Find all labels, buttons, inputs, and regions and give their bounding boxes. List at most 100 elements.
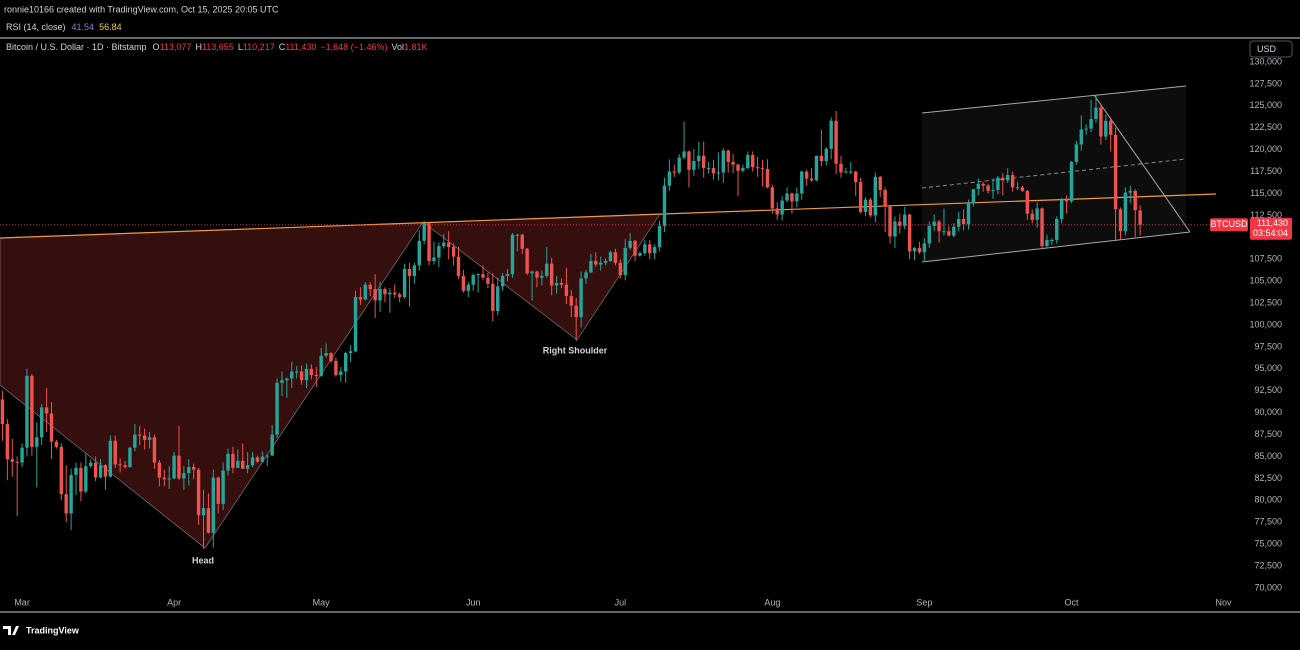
candle-body	[540, 275, 544, 278]
candle-body	[500, 275, 505, 287]
candle-body	[858, 182, 863, 212]
candle-body	[554, 282, 559, 286]
x-tick-label: Oct	[1064, 597, 1079, 607]
candle-body	[54, 441, 59, 447]
candle-body	[947, 231, 951, 236]
candle-body	[64, 494, 68, 514]
y-tick-label: 117,500	[1250, 166, 1282, 176]
candle-body	[187, 467, 191, 474]
candle-body	[1074, 144, 1079, 162]
candle-body	[1128, 190, 1133, 193]
candle-body	[442, 242, 446, 247]
candle-body	[961, 218, 966, 225]
candle-body	[368, 284, 372, 290]
candle-body	[138, 434, 142, 436]
y-tick-label: 127,500	[1249, 78, 1282, 88]
indicator: RSI (14, close)	[6, 22, 66, 32]
indicator-value: 41.54	[72, 22, 95, 32]
candle-body	[883, 189, 887, 207]
candle-body	[1064, 198, 1069, 202]
price-tag	[1250, 217, 1292, 240]
candle-body	[618, 262, 623, 276]
y-tick-label: 85,000	[1254, 451, 1282, 461]
candle-body	[407, 268, 412, 276]
candle-body	[142, 435, 147, 440]
candle-body	[1055, 218, 1059, 240]
candle-body	[446, 242, 451, 247]
candle-body	[79, 467, 83, 492]
candle-body	[520, 234, 524, 249]
candle-body	[1010, 175, 1015, 188]
candle-body	[339, 371, 343, 375]
candle-body	[716, 172, 721, 174]
candle-body	[123, 465, 127, 468]
channel-fill	[922, 86, 1186, 262]
candle-body	[231, 453, 235, 468]
candle-body	[304, 368, 309, 381]
candle-body	[329, 353, 333, 361]
legend-key: H	[195, 42, 202, 52]
chart-legend: Bitcoin / U.S. Dollar · 1D · Bitstamp O11…	[6, 42, 428, 52]
candle-body	[932, 221, 936, 226]
x-tick-label: Aug	[764, 597, 780, 607]
candle-body	[814, 155, 819, 181]
candle-body	[1094, 107, 1098, 119]
candle-body	[726, 150, 730, 162]
channel-line	[921, 85, 1187, 114]
candle-body	[294, 371, 299, 373]
legend-key: O	[153, 42, 160, 52]
candle-body	[1079, 129, 1083, 145]
candle-body	[515, 234, 520, 236]
candle-body	[172, 455, 176, 479]
candle-body	[1123, 192, 1128, 232]
candle-body	[608, 252, 613, 262]
y-tick-label: 112,500	[1250, 210, 1282, 220]
candle-body	[211, 477, 216, 533]
candle-body	[133, 434, 137, 448]
candle-body	[525, 248, 529, 274]
candle-body	[623, 247, 627, 276]
channel-mid	[921, 158, 1187, 189]
candle-body	[20, 447, 24, 463]
candle-body	[437, 246, 441, 258]
candle-body	[574, 305, 578, 318]
legend-value: 113,077	[160, 42, 192, 52]
candle-body	[1030, 213, 1034, 220]
currency[interactable]: USD	[1257, 44, 1277, 54]
currency-button[interactable]	[1249, 40, 1293, 58]
x-tick-label: Jun	[466, 597, 481, 607]
candle-body	[746, 154, 750, 169]
candle-body	[589, 261, 593, 273]
candle-body	[785, 193, 789, 201]
candle-body	[966, 203, 971, 225]
x-tick-label: Nov	[1215, 597, 1232, 607]
candle-body	[196, 469, 201, 516]
candle-body	[1025, 190, 1030, 214]
candle-body	[1069, 161, 1074, 202]
candle-body	[74, 467, 78, 475]
brand-name: TradingView	[26, 625, 80, 635]
candle-body	[103, 465, 108, 477]
candle-body	[648, 244, 652, 254]
legend-value: 111,430	[285, 42, 316, 52]
candle-body	[809, 178, 814, 181]
candle-body	[0, 399, 5, 425]
candle-body	[471, 275, 475, 285]
candle-body	[456, 256, 461, 276]
candle-body	[363, 284, 368, 300]
annotation: Head	[192, 555, 214, 565]
candle-body	[819, 155, 824, 162]
candle-body	[878, 176, 882, 190]
candle-body	[451, 246, 456, 257]
candle-body	[839, 163, 843, 173]
candle-body	[432, 257, 436, 262]
candle-body	[579, 278, 583, 318]
x-tick-label: Sep	[916, 597, 932, 607]
candle-body	[108, 440, 113, 477]
candle-body	[751, 154, 755, 168]
candle-body	[10, 459, 14, 462]
price-label: 111,430	[1257, 218, 1288, 228]
candle-body	[662, 185, 667, 226]
